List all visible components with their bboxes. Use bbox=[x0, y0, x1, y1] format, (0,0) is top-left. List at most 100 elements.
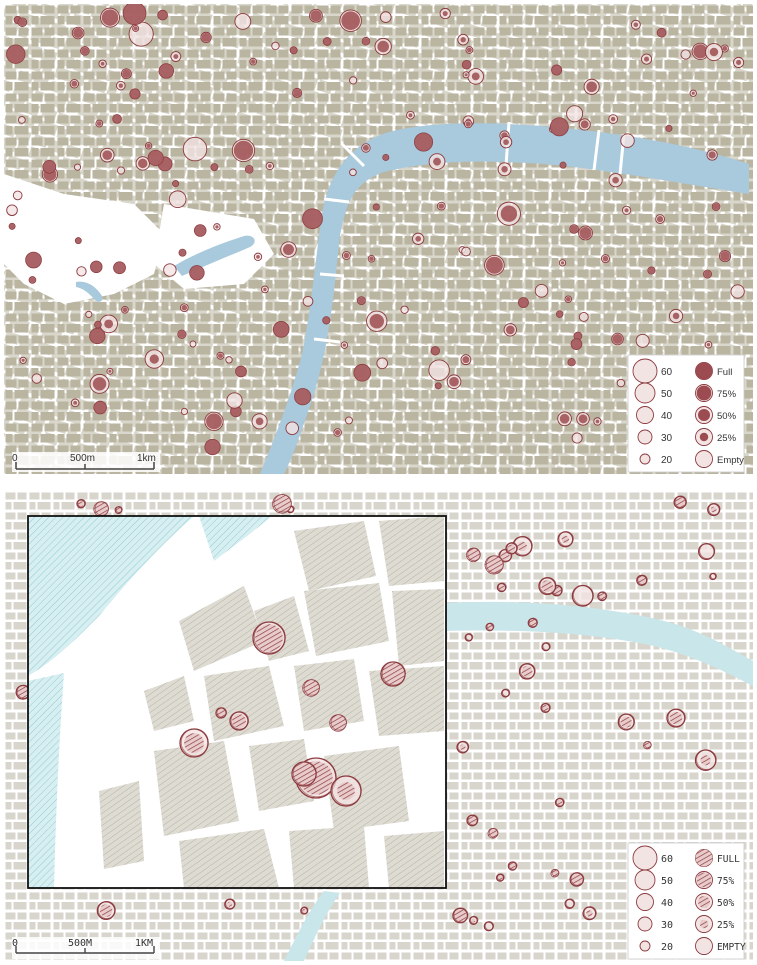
bike-station-marker bbox=[135, 156, 150, 171]
bike-station-marker bbox=[464, 633, 474, 642]
bike-station-marker bbox=[379, 11, 392, 23]
bike-station-marker bbox=[452, 907, 469, 924]
bike-station-marker bbox=[251, 413, 268, 430]
lake bbox=[76, 281, 103, 302]
bike-station-marker bbox=[621, 205, 632, 215]
bike-station-marker bbox=[583, 78, 600, 95]
bike-station-marker bbox=[647, 266, 656, 275]
bike-station-marker bbox=[6, 44, 26, 64]
bike-station-marker bbox=[132, 24, 140, 32]
river-thames bbox=[444, 601, 753, 686]
bike-station-marker bbox=[611, 332, 624, 346]
bike-station-marker bbox=[456, 740, 470, 754]
bike-station-marker bbox=[643, 740, 652, 750]
legend-fill-label: FULL bbox=[717, 854, 740, 865]
legend-size-label: 20 bbox=[661, 455, 673, 466]
bike-station-marker bbox=[446, 374, 462, 390]
bike-station-marker bbox=[400, 305, 409, 314]
bike-station-marker bbox=[31, 373, 42, 384]
bike-station-marker bbox=[128, 21, 154, 47]
bike-station-marker bbox=[361, 36, 371, 46]
legend-size-label: 40 bbox=[661, 411, 673, 422]
bike-station-marker bbox=[285, 421, 299, 435]
bike-station-marker bbox=[484, 254, 505, 276]
bike-station-marker bbox=[428, 153, 446, 170]
bike-station-marker bbox=[116, 166, 126, 175]
bike-station-marker bbox=[540, 702, 551, 714]
bike-station-marker bbox=[551, 64, 563, 76]
sketchy-map: 0 500M 1KM 60 FULL 50 75% 40 50% 30 25% 20 EMPTY bbox=[4, 491, 753, 961]
bike-station-marker bbox=[608, 114, 619, 124]
bike-station-marker bbox=[617, 713, 636, 731]
bike-station-marker bbox=[554, 797, 565, 808]
legend-size-label: 50 bbox=[661, 876, 673, 887]
bike-station-marker bbox=[557, 411, 572, 427]
bike-station-marker bbox=[541, 642, 551, 652]
bike-station-marker bbox=[178, 248, 187, 257]
bike-station-marker bbox=[578, 312, 589, 322]
bike-station-marker bbox=[193, 224, 207, 237]
bike-station-marker bbox=[120, 68, 132, 80]
bike-station-marker bbox=[213, 223, 221, 231]
bike-station-marker bbox=[302, 295, 314, 307]
bike-station-marker bbox=[485, 622, 495, 632]
bike-station-marker bbox=[576, 412, 590, 426]
bike-station-marker bbox=[342, 251, 351, 260]
legend-fill-label: Empty bbox=[717, 455, 744, 466]
bike-station-marker bbox=[655, 214, 665, 224]
bike-station-marker bbox=[733, 56, 745, 68]
scale-label-0: 0 bbox=[12, 453, 18, 464]
bike-station-marker bbox=[430, 346, 440, 356]
bike-station-marker bbox=[630, 19, 641, 30]
bike-station-marker bbox=[291, 761, 317, 787]
bike-station-marker bbox=[172, 180, 180, 188]
bike-station-marker bbox=[210, 163, 219, 172]
bike-station-marker bbox=[6, 204, 18, 217]
bike-station-marker bbox=[496, 201, 521, 226]
bike-station-marker bbox=[330, 775, 362, 807]
bike-station-marker bbox=[17, 17, 28, 27]
bike-station-marker bbox=[225, 356, 233, 364]
bike-station-marker bbox=[271, 41, 280, 51]
bike-stations bbox=[6, 4, 745, 456]
bike-station-marker bbox=[294, 388, 312, 406]
bike-station-marker bbox=[361, 143, 371, 153]
bike-station-marker bbox=[635, 333, 650, 348]
legend-size-label: 40 bbox=[661, 898, 673, 909]
bike-station-marker bbox=[93, 400, 107, 415]
scale-bar: 0 500M 1KM bbox=[12, 937, 160, 959]
bike-station-marker bbox=[566, 105, 584, 123]
legend-fill-label: 50% bbox=[717, 898, 734, 909]
bike-station-marker bbox=[90, 260, 103, 274]
bike-station-marker bbox=[608, 173, 623, 188]
bike-station-marker bbox=[656, 27, 667, 38]
legend-fill-item: 50% bbox=[695, 406, 737, 424]
bike-station-marker bbox=[501, 688, 511, 698]
bike-station-marker bbox=[340, 341, 349, 349]
legend-size-item: 40 bbox=[636, 406, 673, 424]
legend-fill-label: 75% bbox=[717, 876, 734, 887]
bike-station-marker bbox=[464, 119, 473, 129]
legend-size-label: 30 bbox=[661, 433, 673, 444]
bike-station-marker bbox=[439, 7, 451, 20]
bike-station-marker bbox=[25, 251, 42, 269]
bike-station-marker bbox=[498, 548, 513, 563]
bike-station-marker bbox=[100, 7, 120, 28]
bike-station-marker bbox=[309, 8, 323, 23]
bike-station-marker bbox=[691, 42, 710, 61]
bike-station-marker bbox=[204, 438, 221, 456]
bike-station-marker bbox=[113, 261, 126, 275]
bike-station-marker bbox=[571, 584, 594, 607]
scale-label-0: 0 bbox=[12, 938, 18, 949]
bike-station-marker bbox=[122, 4, 147, 26]
bike-station-marker bbox=[261, 285, 269, 294]
bike-station-marker bbox=[215, 707, 228, 719]
bike-station-marker bbox=[99, 314, 118, 334]
bike-station-marker bbox=[216, 351, 225, 360]
legend-size-item: 50 bbox=[634, 382, 673, 404]
bike-station-marker bbox=[616, 378, 626, 388]
bike-station-marker bbox=[170, 51, 182, 62]
bike-station-marker bbox=[28, 276, 37, 284]
bike-station-marker bbox=[534, 284, 549, 298]
bike-station-marker bbox=[349, 76, 358, 85]
